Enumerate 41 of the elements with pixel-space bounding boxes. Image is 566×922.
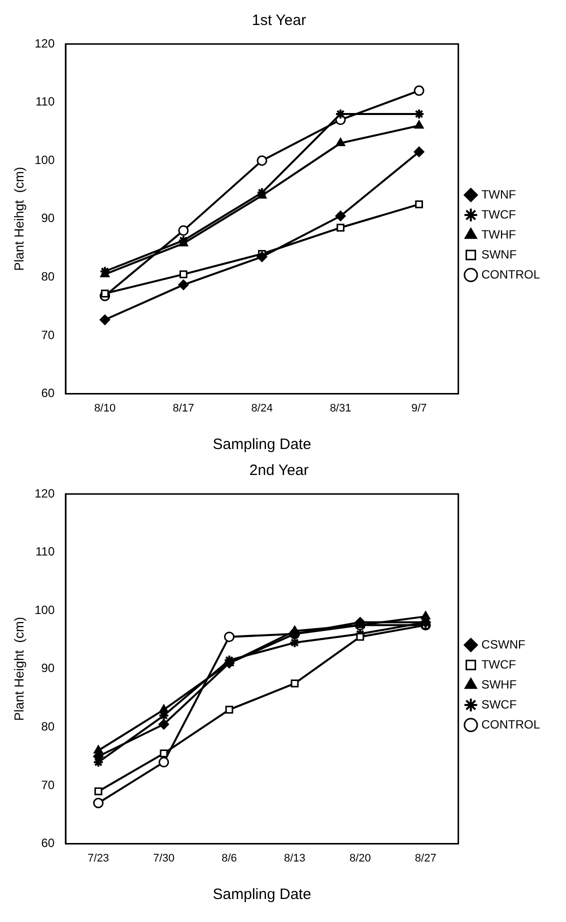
y-tick-label: 110	[35, 544, 55, 559]
y-axis-title: Plant Height (cm)	[11, 616, 26, 721]
x-tick-label: 9/7	[411, 402, 427, 414]
y-tick-label: 80	[41, 270, 55, 284]
x-tick-label: 8/20	[349, 852, 371, 864]
x-tick-label: 7/30	[153, 852, 175, 864]
x-axis-title: Sampling Date	[212, 436, 312, 454]
y-tick-label: 60	[41, 836, 55, 850]
y-tick-label: 110	[35, 94, 55, 109]
legend-label: CONTROL	[481, 717, 540, 732]
y-tick-label: 120	[34, 486, 55, 500]
legend-label: CONTROL	[481, 267, 540, 282]
legend-label: SWNF	[481, 247, 517, 262]
chart-title: 2nd Year	[249, 462, 309, 480]
x-tick-label: 8/31	[330, 402, 352, 414]
x-tick-label: 8/13	[284, 852, 306, 864]
legend-label: CSWNF	[481, 637, 526, 652]
y-tick-label: 120	[34, 36, 55, 50]
y-tick-label: 80	[41, 720, 55, 734]
x-tick-label: 8/24	[251, 402, 273, 414]
y-tick-label: 100	[34, 152, 55, 167]
y-tick-label: 70	[41, 328, 55, 342]
x-axis-title: Sampling Date	[212, 886, 312, 904]
legend-label: SWHF	[481, 677, 517, 692]
y-tick-label: 90	[41, 211, 55, 226]
x-tick-label: 8/17	[172, 402, 194, 414]
y-axis-title: Plant Heihgt (cm)	[11, 166, 26, 271]
legend-label: TWCF	[481, 657, 516, 672]
y-tick-label: 70	[41, 778, 55, 792]
chart-title: 1st Year	[252, 12, 306, 30]
x-tick-label: 8/10	[94, 402, 116, 414]
legend-label: TWCF	[481, 207, 516, 222]
y-tick-label: 60	[41, 386, 55, 400]
y-tick-label: 90	[41, 661, 55, 676]
legend-label: TWHF	[481, 227, 516, 242]
x-tick-label: 8/6	[222, 852, 237, 864]
y-tick-label: 100	[34, 602, 55, 617]
x-tick-label: 7/23	[88, 852, 110, 864]
x-tick-label: 8/27	[414, 852, 436, 864]
legend-label: SWCF	[481, 697, 517, 712]
legend-label: TWNF	[481, 187, 516, 202]
